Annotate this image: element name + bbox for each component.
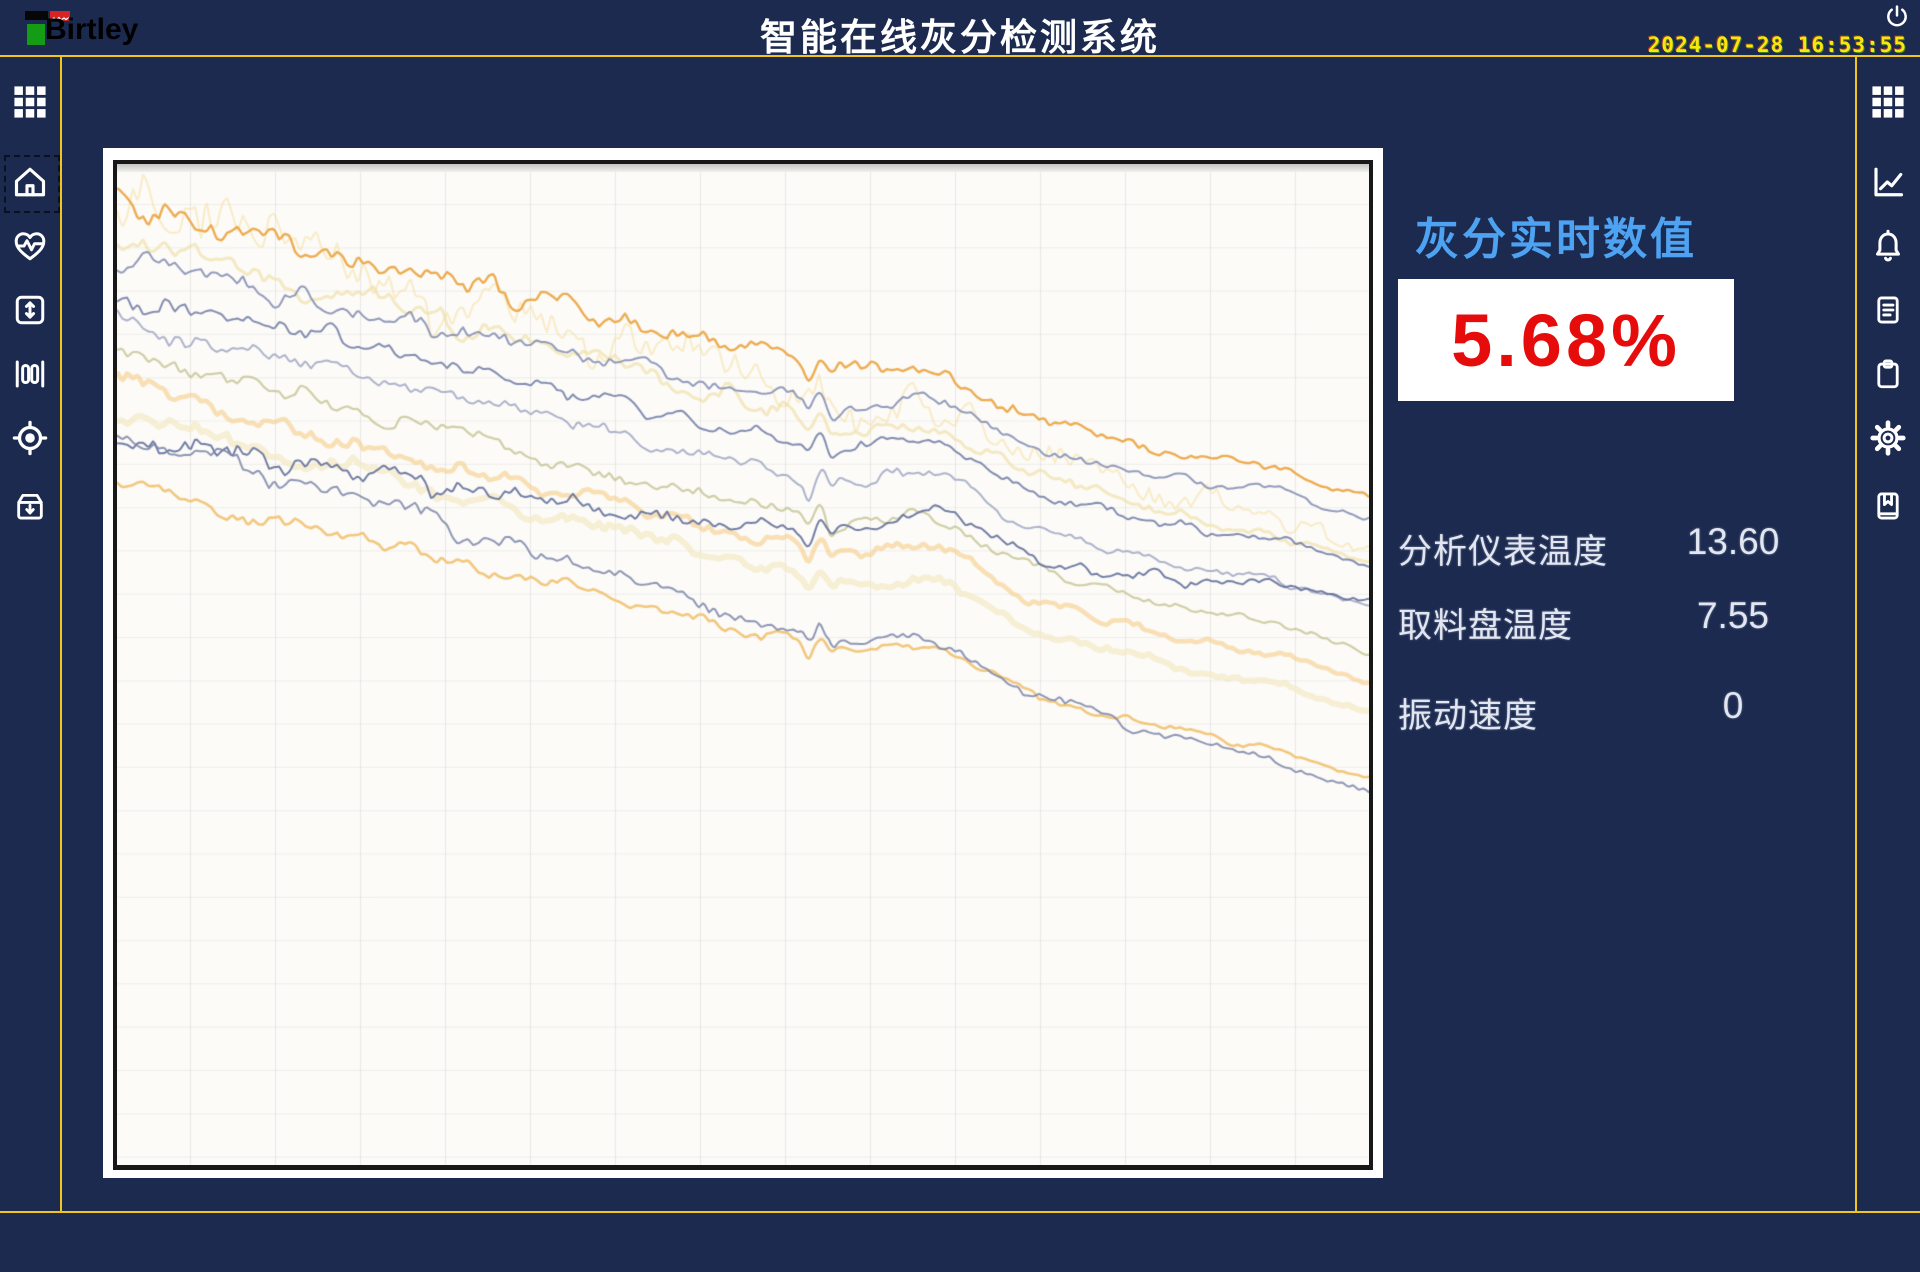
- right-frame-line: [1855, 57, 1857, 1211]
- home-selection-outline: [4, 155, 60, 213]
- page-title: 智能在线灰分检测系统: [760, 17, 1160, 58]
- trend-chart-icon: [1870, 164, 1906, 200]
- report-icon: [1871, 293, 1905, 327]
- reading-value: 0: [1722, 685, 1744, 726]
- realtime-value-card: 5.68%: [1398, 279, 1734, 401]
- ash-trend-chart: [117, 164, 1369, 1165]
- sidebar-item-record[interactable]: [1858, 354, 1918, 394]
- header-divider: [0, 55, 1920, 57]
- reading-value: 13.60: [1686, 521, 1780, 562]
- reading-row-tray-temp: 取料盘温度 7.55: [1398, 595, 1794, 645]
- sidebar-item-menu-grid[interactable]: [0, 82, 60, 122]
- logo-wave-icon: [50, 11, 70, 21]
- sidebar-item-save[interactable]: [1858, 486, 1918, 526]
- heartbeat-icon: [12, 228, 48, 264]
- sidebar-item-monitor[interactable]: [0, 226, 60, 266]
- reading-label: 分析仪表温度: [1398, 533, 1608, 571]
- trend-chart-frame: [113, 160, 1373, 1170]
- realtime-value-title: 灰分实时数值: [1415, 215, 1697, 264]
- sidebar-item-report[interactable]: [1858, 290, 1918, 330]
- sidebar-item-menu-grid-right[interactable]: [1858, 82, 1918, 122]
- height-adjust-icon: [13, 293, 47, 327]
- logo-black-block: [25, 11, 48, 20]
- save-book-icon: [1871, 489, 1905, 523]
- settings-gear-icon: [1870, 420, 1906, 456]
- logo-green-block: [27, 24, 45, 45]
- alarm-bell-icon: [1870, 228, 1906, 264]
- reading-value: 7.55: [1696, 595, 1769, 636]
- power-icon[interactable]: [1884, 4, 1910, 30]
- sidebar-item-home[interactable]: [0, 162, 60, 202]
- bottom-divider: [0, 1211, 1920, 1213]
- columns-icon: [13, 357, 47, 391]
- sidebar-item-height-adjust[interactable]: [0, 290, 60, 330]
- target-icon: [12, 420, 48, 456]
- sidebar-item-columns[interactable]: [0, 354, 60, 394]
- ash-value: 5.68%: [1451, 298, 1681, 382]
- datetime-display: 2024-07-28 16:53:55: [1647, 33, 1907, 57]
- logo-text: Birtley: [45, 13, 139, 46]
- sidebar-item-trend[interactable]: [1858, 162, 1918, 202]
- storage-box-icon: [13, 489, 47, 523]
- left-frame-line: [60, 57, 62, 1211]
- sidebar-item-settings[interactable]: [1858, 418, 1918, 458]
- home-icon: [12, 164, 48, 200]
- reading-row-analyzer-temp: 分析仪表温度 13.60: [1398, 521, 1794, 571]
- sidebar-item-storage[interactable]: [0, 486, 60, 526]
- grid-menu-icon: [1871, 85, 1905, 119]
- reading-row-vibration: 振动速度 0: [1398, 685, 1794, 735]
- reading-label: 取料盘温度: [1398, 607, 1573, 645]
- sidebar-item-alarm[interactable]: [1858, 226, 1918, 266]
- trend-chart-panel: [103, 148, 1383, 1178]
- reading-label: 振动速度: [1398, 697, 1538, 735]
- header-bar: Birtley 智能在线灰分检测系统 2024-07-28 16:53:55: [0, 0, 1920, 58]
- clipboard-icon: [1871, 357, 1905, 391]
- sidebar-item-target[interactable]: [0, 418, 60, 458]
- grid-menu-icon: [13, 85, 47, 119]
